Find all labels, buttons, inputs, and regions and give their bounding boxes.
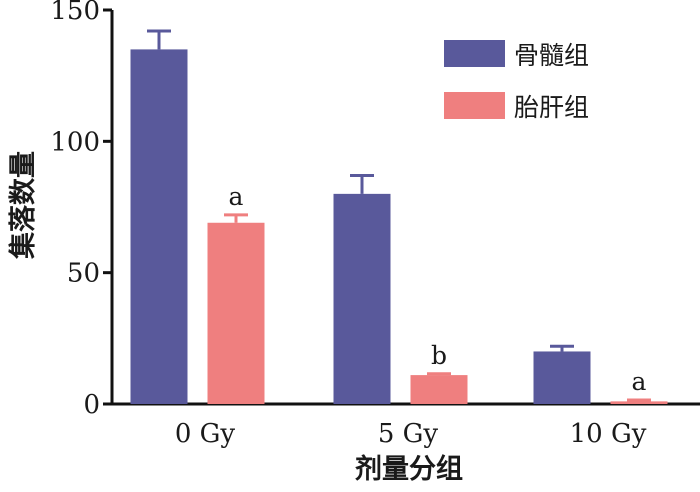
bar xyxy=(130,49,188,405)
legend-label: 骨髓组 xyxy=(514,41,589,70)
legend-label: 胎肝组 xyxy=(514,93,589,122)
x-tick-label: 5 Gy xyxy=(378,419,439,449)
bar xyxy=(610,401,668,404)
y-tick-label: 0 xyxy=(83,390,100,420)
y-axis-title: 集落数量 xyxy=(7,151,39,260)
y-tick-label: 50 xyxy=(67,259,100,289)
x-axis-title: 剂量分组 xyxy=(355,453,463,485)
x-tick-label: 10 Gy xyxy=(570,419,647,449)
legend-swatch xyxy=(444,92,505,119)
bar xyxy=(333,193,391,404)
significance-label: a xyxy=(229,182,244,211)
x-tick-label: 0 Gy xyxy=(175,419,236,449)
significance-label: b xyxy=(431,341,447,370)
bar xyxy=(533,351,591,404)
legend-swatch xyxy=(444,40,505,67)
bars: a b a xyxy=(130,29,668,405)
y-tick-label: 150 xyxy=(50,0,100,26)
y-tick-label: 100 xyxy=(50,127,100,157)
bar xyxy=(410,375,468,404)
bar xyxy=(207,222,265,404)
significance-label: a xyxy=(632,367,647,396)
